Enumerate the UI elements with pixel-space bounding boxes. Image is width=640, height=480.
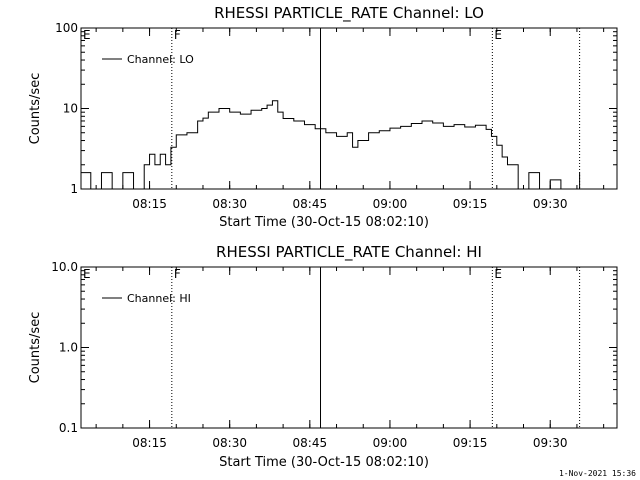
event-marker-label: E xyxy=(494,28,502,42)
chart-title: RHESSI PARTICLE_RATE Channel: LO xyxy=(214,4,484,23)
series-line xyxy=(81,100,581,190)
event-marker-label: E xyxy=(494,267,502,281)
y-tick-label: 10.0 xyxy=(51,260,78,274)
x-axis-label: Start Time (30-Oct-15 08:02:10) xyxy=(219,455,429,470)
x-tick-label: 08:15 xyxy=(132,197,167,211)
x-tick-label: 09:30 xyxy=(533,197,568,211)
legend-label: Channel: HI xyxy=(127,292,191,305)
edge-marker-label: E xyxy=(83,267,91,281)
y-tick-label: 0.1 xyxy=(59,421,78,435)
x-tick-label: 08:30 xyxy=(212,197,247,211)
y-tick-label: 1 xyxy=(70,182,78,196)
x-tick-label: 08:45 xyxy=(293,436,328,450)
x-tick-label: 09:00 xyxy=(373,197,408,211)
x-tick-label: 08:45 xyxy=(293,197,328,211)
x-tick-label: 08:30 xyxy=(212,436,247,450)
x-tick-label: 09:30 xyxy=(533,436,568,450)
y-tick-label: 10 xyxy=(63,102,78,116)
event-marker-label: F xyxy=(174,28,181,42)
y-tick-label: 1.0 xyxy=(59,341,78,355)
event-marker-label: F xyxy=(174,267,181,281)
y-tick-label: 100 xyxy=(55,21,78,35)
chart-title: RHESSI PARTICLE_RATE Channel: HI xyxy=(216,243,482,262)
x-tick-label: 09:15 xyxy=(453,436,488,450)
legend-label: Channel: LO xyxy=(127,53,194,66)
y-axis-label: Counts/sec xyxy=(28,73,43,145)
x-tick-label: 09:15 xyxy=(453,197,488,211)
y-axis-label: Counts/sec xyxy=(28,312,43,384)
footer-timestamp: 1-Nov-2021 15:36 xyxy=(558,469,636,478)
edge-marker-label: E xyxy=(83,28,91,42)
x-axis-label: Start Time (30-Oct-15 08:02:10) xyxy=(219,215,429,230)
x-tick-label: 08:15 xyxy=(132,436,167,450)
x-tick-label: 09:00 xyxy=(373,436,408,450)
